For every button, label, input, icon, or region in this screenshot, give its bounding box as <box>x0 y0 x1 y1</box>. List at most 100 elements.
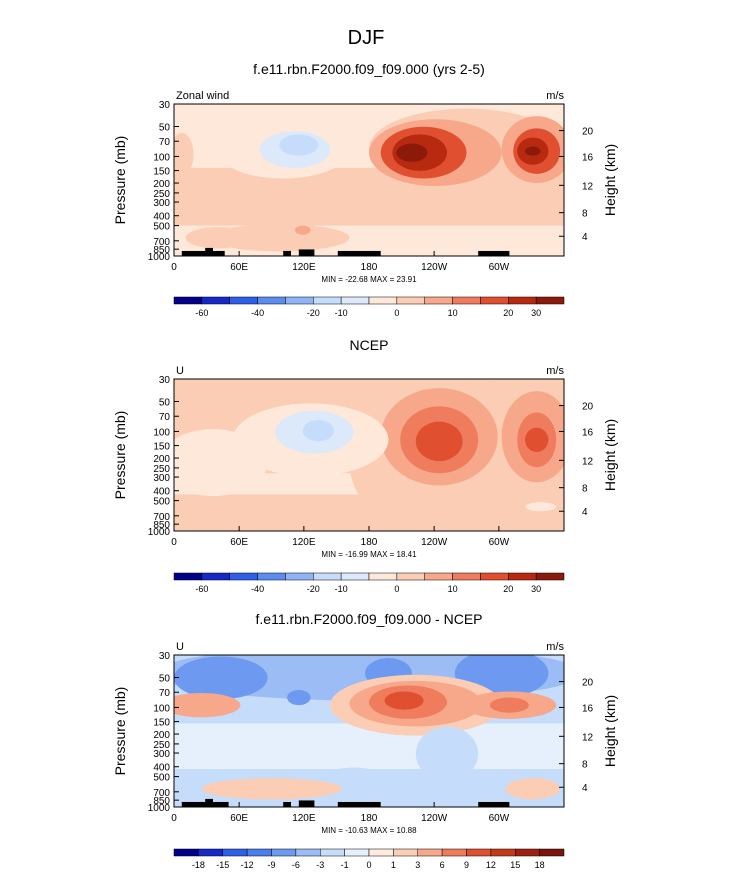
y-tick-label: 30 <box>159 375 171 386</box>
contour-region <box>302 420 334 442</box>
contour-region <box>525 146 541 156</box>
x-tick-label: 120W <box>421 262 448 273</box>
x-tick-label: 120E <box>292 813 316 824</box>
contour-field <box>174 655 564 807</box>
colorbar-label: -40 <box>251 308 264 318</box>
y-tick-label: 1000 <box>148 252 171 263</box>
variable-label: U <box>176 641 184 653</box>
terrain-mask <box>337 801 381 807</box>
colorbar-segment <box>340 296 370 305</box>
contour-region <box>384 228 432 241</box>
colorbar-segment <box>198 848 223 857</box>
colorbar-label: -40 <box>251 584 264 594</box>
y-tick-label: 70 <box>159 137 171 148</box>
y-tick-label: 50 <box>159 673 171 684</box>
y2-tick-label: 8 <box>582 209 588 220</box>
terrain-mask <box>283 801 291 807</box>
colorbar-segment <box>201 296 230 305</box>
y-tick-label: 850 <box>153 796 170 807</box>
x-tick-label: 60E <box>230 537 248 548</box>
colorbar-segment <box>515 848 540 857</box>
colorbar-segment <box>344 848 370 857</box>
x-tick-label: 60W <box>489 262 510 273</box>
colorbar-segment <box>424 296 453 305</box>
colorbar-label: 20 <box>503 308 513 318</box>
colorbar-label: -12 <box>241 860 254 870</box>
terrain-mask <box>205 247 213 256</box>
colorbar-label: -1 <box>341 860 349 870</box>
contour-region <box>505 778 561 800</box>
colorbar-label: 20 <box>503 584 513 594</box>
y-tick-label: 100 <box>153 703 170 714</box>
colorbar-label: -10 <box>335 308 348 318</box>
y-tick-label: 700 <box>153 788 170 799</box>
y-tick-label: 150 <box>153 718 170 729</box>
colorbar-label: 0 <box>366 860 371 870</box>
figure-title: DJF <box>348 27 385 49</box>
units-label: m/s <box>546 365 564 377</box>
panel-title: f.e11.rbn.F2000.f09_f09.000 - NCEP <box>256 611 483 627</box>
x-tick-label: 60E <box>230 262 248 273</box>
colorbar-segment <box>285 296 314 305</box>
colorbar-label: -6 <box>292 860 300 870</box>
x-tick-label: 0 <box>171 813 177 824</box>
contour-region <box>209 224 350 252</box>
y-tick-label: 250 <box>153 464 170 475</box>
colorbar-segment <box>173 572 203 581</box>
colorbar-segment <box>396 572 425 581</box>
colorbar-label: 10 <box>448 308 458 318</box>
colorbar-label: -60 <box>195 584 208 594</box>
colorbar-segment <box>466 848 492 857</box>
y2-tick-label: 8 <box>582 760 588 771</box>
y-tick-label: 100 <box>153 427 170 438</box>
colorbar-label: 30 <box>531 308 541 318</box>
y2-axis-label: Height (km) <box>602 695 618 767</box>
y2-tick-label: 4 <box>582 232 588 243</box>
terrain-mask <box>478 801 510 807</box>
min-max-stats: MIN = -10.63 MAX = 10.88 <box>321 826 417 835</box>
contour-region <box>415 726 479 782</box>
terrain-mask <box>181 250 225 256</box>
y2-tick-label: 20 <box>582 127 594 138</box>
colorbar-segment <box>368 848 394 857</box>
colorbar-label: 10 <box>448 584 458 594</box>
y2-tick-label: 20 <box>582 678 594 689</box>
terrain-mask <box>337 250 381 256</box>
colorbar-segment <box>313 572 342 581</box>
colorbar-segment <box>535 296 565 305</box>
panel-1: f.e11.rbn.F2000.f09_f09.000 (yrs 2-5) Zon… <box>112 61 618 318</box>
contour-region <box>174 429 268 497</box>
colorbar-segment <box>340 572 370 581</box>
colorbar-segment <box>229 296 258 305</box>
colorbar-label: -18 <box>192 860 205 870</box>
colorbar-segment <box>320 848 345 857</box>
y-tick-label: 700 <box>153 512 170 523</box>
colorbar-label: 30 <box>531 584 541 594</box>
colorbar-segment <box>490 848 516 857</box>
y-tick-label: 150 <box>153 442 170 453</box>
x-tick-label: 120E <box>292 537 316 548</box>
colorbar-label: 12 <box>486 860 496 870</box>
colorbar-label: 6 <box>440 860 445 870</box>
colorbar-label: 9 <box>464 860 469 870</box>
colorbar-segment <box>452 296 481 305</box>
y2-axis-label: Height (km) <box>602 144 618 216</box>
colorbar-segment <box>508 572 537 581</box>
colorbar-label: -10 <box>335 584 348 594</box>
colorbar-segment <box>201 572 230 581</box>
y2-tick-label: 8 <box>582 484 588 495</box>
x-tick-label: 0 <box>171 537 177 548</box>
y-tick-label: 30 <box>159 100 171 111</box>
y-tick-label: 30 <box>159 651 171 662</box>
y2-axis-label: Height (km) <box>602 419 618 491</box>
contour-region <box>294 225 311 235</box>
y2-tick-label: 16 <box>582 703 594 714</box>
panel-title: NCEP <box>350 337 389 353</box>
y-tick-label: 400 <box>153 212 170 223</box>
colorbar-segment <box>396 296 425 305</box>
colorbar-label: -15 <box>216 860 229 870</box>
colorbar-segment <box>441 848 467 857</box>
contour-band <box>174 723 564 769</box>
y-tick-label: 250 <box>153 740 170 751</box>
